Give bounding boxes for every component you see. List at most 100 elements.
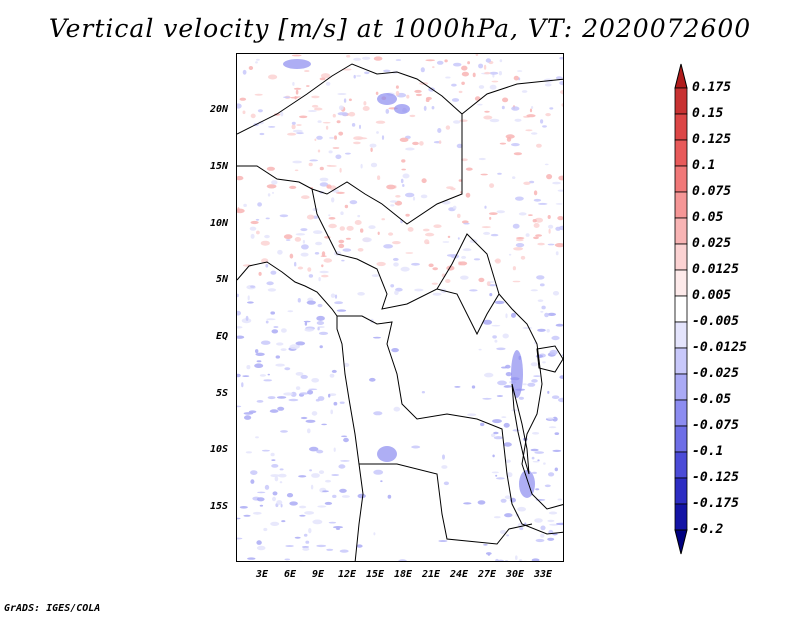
field-speckle xyxy=(491,471,499,474)
field-speckle xyxy=(451,83,457,87)
field-speckle xyxy=(531,379,538,383)
field-speckle xyxy=(520,255,526,260)
field-speckle xyxy=(458,261,468,266)
field-speckle xyxy=(544,484,551,488)
colorbar-level-label: 0.05 xyxy=(692,210,724,225)
field-speckle xyxy=(339,401,345,404)
field-speckle xyxy=(490,233,499,237)
field-speckle xyxy=(551,395,560,400)
field-speckle xyxy=(533,375,541,377)
field-speckle xyxy=(286,493,294,498)
field-speckle xyxy=(292,160,303,164)
field-speckle xyxy=(496,477,505,480)
field-speckle xyxy=(311,473,320,478)
field-speckle xyxy=(544,312,549,318)
field-speckle xyxy=(395,85,399,89)
field-speckle xyxy=(373,336,381,339)
field-speckle xyxy=(546,328,550,333)
field-speckle xyxy=(244,415,252,420)
field-speckle xyxy=(535,234,542,237)
field-speckle xyxy=(494,339,498,343)
field-speckle xyxy=(328,214,331,217)
field-speckle xyxy=(271,464,279,468)
field-speckle xyxy=(534,518,543,523)
field-speckle xyxy=(533,190,538,196)
field-speckle xyxy=(319,345,323,349)
field-speckle xyxy=(280,430,288,433)
field-speckle xyxy=(411,262,420,266)
field-speckle xyxy=(294,237,302,242)
field-speckle xyxy=(237,517,241,520)
field-speckle xyxy=(370,162,378,168)
field-speckle xyxy=(495,474,498,477)
field-speckle xyxy=(462,248,472,252)
field-speckle xyxy=(325,81,331,86)
field-speckle xyxy=(405,213,410,217)
field-speckle xyxy=(505,372,512,377)
field-speckle xyxy=(503,422,510,428)
field-strong-zone xyxy=(377,446,397,462)
field-speckle xyxy=(334,294,338,299)
field-speckle xyxy=(373,532,376,536)
field-speckle xyxy=(297,266,304,270)
field-speckle xyxy=(265,320,269,324)
field-speckle xyxy=(339,226,345,231)
colorbar-swatch xyxy=(674,113,688,141)
coastline xyxy=(237,261,364,561)
colorbar-level-label: 0.1 xyxy=(692,158,716,173)
field-speckle xyxy=(407,227,414,232)
field-speckle xyxy=(543,462,546,465)
field-speckle xyxy=(257,109,263,113)
field-speckle xyxy=(342,68,352,71)
field-speckle xyxy=(344,204,349,209)
field-speckle xyxy=(478,157,486,161)
velocity-field xyxy=(237,54,563,561)
field-speckle xyxy=(360,228,364,233)
field-speckle xyxy=(432,66,435,69)
field-speckle xyxy=(332,494,337,498)
field-speckle xyxy=(326,548,334,551)
field-speckle xyxy=(492,454,495,458)
field-speckle xyxy=(348,98,352,102)
field-speckle xyxy=(497,559,504,561)
field-speckle xyxy=(465,192,471,198)
colorbar-swatch xyxy=(674,477,688,505)
colorbar-swatch xyxy=(674,347,688,375)
field-speckle xyxy=(325,479,331,483)
field-speckle xyxy=(270,452,275,457)
field-speckle xyxy=(273,326,279,328)
field-speckle xyxy=(532,219,537,223)
field-speckle xyxy=(465,167,473,171)
field-speckle xyxy=(319,166,324,171)
field-speckle xyxy=(255,61,258,64)
field-speckle xyxy=(267,193,271,197)
field-speckle xyxy=(271,329,279,334)
lon-label-30e: 30E xyxy=(506,569,525,580)
field-speckle xyxy=(370,147,373,152)
field-speckle xyxy=(295,341,306,346)
field-speckle xyxy=(348,111,356,117)
field-speckle xyxy=(301,244,309,250)
field-speckle xyxy=(271,180,278,185)
field-speckle xyxy=(360,163,363,169)
field-speckle xyxy=(287,310,294,313)
field-speckle xyxy=(291,121,296,125)
field-speckle xyxy=(414,288,424,292)
field-speckle xyxy=(346,225,354,231)
field-speckle xyxy=(343,437,349,443)
lat-label-20n: 20N xyxy=(209,104,228,115)
field-speckle xyxy=(419,141,424,146)
field-speckle xyxy=(551,335,560,341)
field-speckle xyxy=(290,96,299,99)
field-speckle xyxy=(300,416,308,420)
field-speckle xyxy=(263,527,268,532)
field-speckle xyxy=(492,335,497,339)
field-strong-zone xyxy=(394,104,410,114)
field-speckle xyxy=(333,526,343,529)
field-speckle xyxy=(281,520,286,523)
field-speckle xyxy=(493,436,503,440)
field-speckle xyxy=(483,319,492,325)
field-speckle xyxy=(499,59,503,63)
field-speckle xyxy=(496,347,506,351)
field-speckle xyxy=(508,253,512,256)
